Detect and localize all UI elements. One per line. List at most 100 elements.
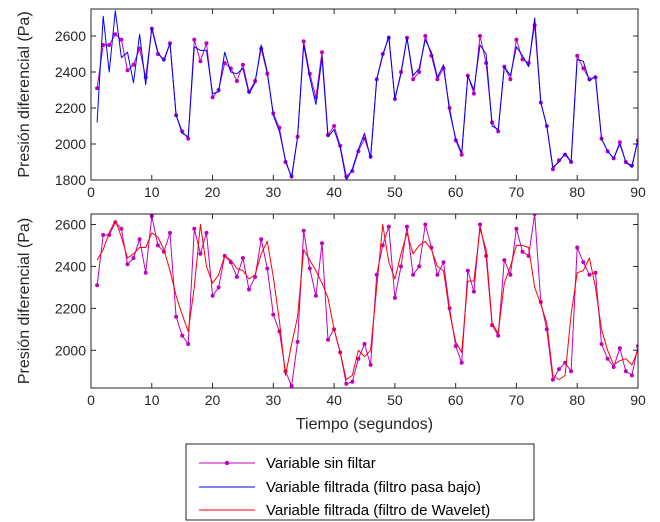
data-point	[508, 272, 513, 277]
data-point	[131, 256, 136, 260]
legend-marker-raw	[224, 460, 230, 466]
data-point	[204, 41, 209, 46]
x-tick-label: 80	[569, 184, 585, 200]
x-tick-label: 50	[387, 184, 403, 200]
legend-item-wavelet: Variable filtrada (filtro de Wavelet)	[199, 502, 490, 519]
data-point	[247, 287, 251, 292]
data-point	[350, 379, 355, 384]
y-tick-label: 1800	[55, 172, 86, 188]
data-point	[198, 59, 203, 64]
data-point	[605, 356, 610, 361]
y-tick-label: 2600	[55, 28, 86, 44]
data-point	[459, 360, 464, 365]
data-point	[459, 152, 464, 157]
data-point	[405, 224, 409, 229]
data-point	[113, 32, 118, 37]
data-point	[95, 86, 100, 91]
data-point	[368, 362, 373, 367]
data-point	[471, 289, 476, 294]
data-point	[587, 272, 592, 277]
x-tick-label: 30	[266, 392, 282, 408]
data-point	[581, 66, 586, 71]
legend-box	[185, 443, 535, 521]
data-point	[575, 53, 580, 58]
axes-frame	[90, 8, 639, 181]
data-point	[611, 365, 616, 369]
data-point	[629, 373, 634, 378]
data-point	[471, 91, 476, 96]
data-point	[320, 241, 324, 246]
data-point	[417, 70, 422, 74]
legend: Variable sin filtar Variable filtrada (f…	[185, 443, 535, 521]
data-point	[344, 381, 349, 386]
data-point	[544, 327, 549, 332]
legend-item-lowpass: Variable filtrada (filtro pasa bajo)	[199, 479, 481, 496]
data-point	[143, 270, 148, 275]
legend-label-raw: Variable sin filtar	[266, 455, 376, 472]
data-point	[332, 124, 337, 128]
y-tick-label: 2200	[55, 100, 86, 116]
data-point	[301, 39, 306, 44]
data-point	[119, 37, 124, 42]
data-point	[301, 228, 306, 233]
x-tick-label: 40	[326, 392, 342, 408]
data-point	[617, 346, 622, 351]
data-point	[496, 129, 501, 134]
data-point	[484, 61, 489, 65]
data-point	[259, 237, 264, 242]
series-line-1	[96, 10, 638, 180]
data-point	[131, 62, 136, 67]
x-axis-label: Tiempo (segundos)	[296, 416, 433, 433]
data-point	[240, 62, 245, 67]
top-chart-panel: 0 10 20 30 40 50 60 70 80 90 1800 2000 2200 2400 2600 P…	[16, 8, 646, 200]
x-tick-label: 20	[205, 392, 221, 408]
data-point	[520, 249, 525, 254]
y-tick-label: 2000	[55, 342, 86, 358]
data-point	[453, 344, 458, 349]
data-point	[265, 266, 270, 271]
data-point	[356, 356, 361, 361]
x-tick-label: 50	[387, 392, 403, 408]
x-tick-label: 0	[87, 392, 95, 408]
data-point	[174, 314, 179, 319]
data-point	[380, 243, 385, 248]
data-point	[326, 337, 330, 342]
data-point	[399, 264, 403, 269]
data-point	[186, 136, 191, 141]
data-point	[441, 260, 446, 265]
data-point	[313, 293, 318, 298]
axes-frame	[90, 213, 639, 389]
data-point	[623, 369, 628, 374]
x-tick-label: 60	[448, 392, 464, 408]
y-tick-label: 2000	[55, 136, 86, 152]
x-tick-label: 0	[87, 184, 95, 200]
data-point	[514, 226, 519, 231]
data-point	[240, 256, 245, 260]
plot-series-group	[95, 214, 638, 388]
y-tick-label: 2400	[55, 258, 86, 274]
x-tick-label: 10	[144, 184, 160, 200]
data-point	[550, 377, 555, 382]
data-point	[557, 367, 561, 372]
data-point	[617, 140, 622, 145]
y-tick-label: 2600	[55, 216, 86, 232]
data-point	[192, 37, 197, 42]
data-point	[125, 68, 130, 73]
x-tick-label: 70	[509, 392, 525, 408]
data-point	[180, 333, 185, 338]
data-point	[204, 230, 209, 235]
x-tick-label: 10	[144, 392, 160, 408]
data-point	[502, 258, 507, 263]
data-point	[478, 34, 482, 38]
y-axis-label: Presión diferencial (Pa)	[16, 218, 33, 384]
data-point	[119, 226, 124, 231]
data-point	[508, 77, 513, 82]
x-tick-label: 90	[630, 392, 646, 408]
plot-area	[91, 9, 638, 180]
data-point	[550, 167, 555, 172]
bottom-chart-panel: 0 10 20 30 40 50 60 70 80 90 2000 2200 2400 2600 Presi…	[16, 213, 646, 433]
data-point	[496, 333, 501, 338]
data-point	[581, 260, 586, 265]
data-point	[569, 369, 574, 374]
data-point	[155, 243, 160, 248]
